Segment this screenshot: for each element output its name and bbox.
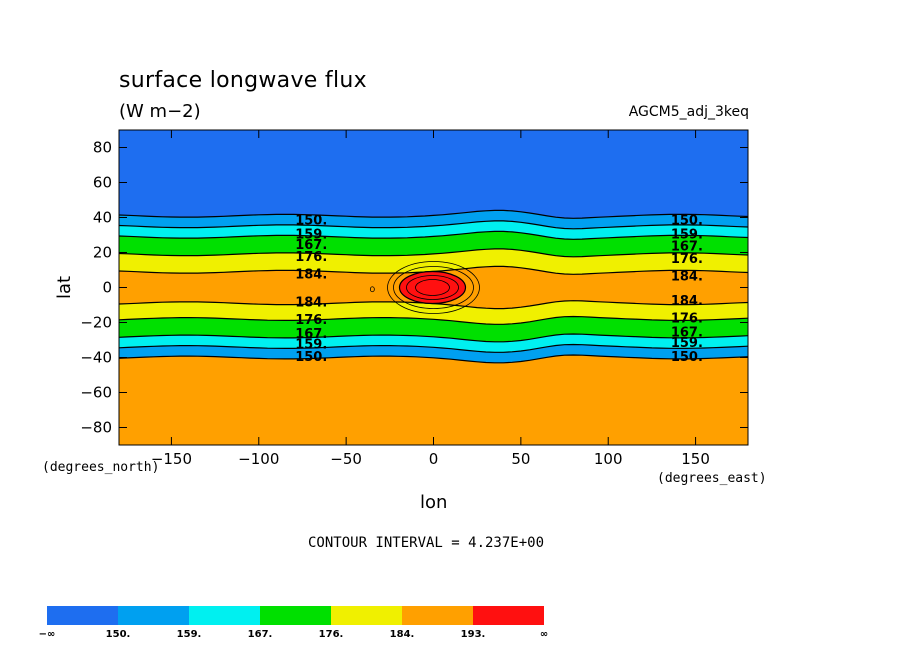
contour-label-16: 176. xyxy=(671,311,703,326)
y-tick-label-5: −20 xyxy=(80,314,112,332)
x-tick-label-4: 50 xyxy=(511,450,530,468)
hotspot-contour-core xyxy=(415,279,450,296)
contour-label-12: 167. xyxy=(671,240,703,255)
contour-line-5 xyxy=(119,354,748,364)
contour-label-2: 167. xyxy=(295,238,327,253)
colorbar-swatch-6 xyxy=(473,606,544,625)
contour-line-2 xyxy=(119,230,748,240)
contour-label-10: 150. xyxy=(671,213,703,228)
contour-label-4: 184. xyxy=(295,268,327,283)
contour-label-9: 150. xyxy=(295,350,327,365)
contour-label-15: 184. xyxy=(671,294,703,309)
contour-interval: CONTOUR INTERVAL = 4.237E+00 xyxy=(308,535,545,551)
contour-line-6 xyxy=(119,343,748,353)
colorbar-swatch-1 xyxy=(118,606,189,625)
y-tick-label-4: 0 xyxy=(102,279,112,297)
plot-area xyxy=(119,130,748,445)
contour-label-6: 176. xyxy=(295,313,327,328)
contour-label-0: 150. xyxy=(295,213,327,228)
chart-title: surface longwave flux xyxy=(119,68,367,93)
x-tick-label-6: 150 xyxy=(681,450,710,468)
contour-label-18: 159. xyxy=(671,336,703,351)
small-contour xyxy=(369,286,375,293)
contour-label-11: 159. xyxy=(671,227,703,242)
contour-line-3 xyxy=(119,248,748,258)
run-label: AGCM5_adj_3keq xyxy=(628,104,749,120)
colorbar-swatch-4 xyxy=(331,606,402,625)
colorbar-swatch-5 xyxy=(402,606,473,625)
contour-line-8 xyxy=(119,315,748,325)
colorbar-label-1: 150. xyxy=(106,629,131,640)
contour-label-5: 184. xyxy=(295,296,327,311)
contour-line-0 xyxy=(119,209,748,219)
contour-line-1 xyxy=(119,220,748,230)
contour-label-14: 184. xyxy=(671,269,703,284)
y-tick-label-3: 20 xyxy=(93,244,112,262)
contour-label-13: 176. xyxy=(671,252,703,267)
y-tick-label-0: 80 xyxy=(93,139,112,157)
hotspot-contour-inner xyxy=(406,275,459,300)
hotspot-contour-mid xyxy=(393,266,474,309)
hotspot-peak xyxy=(398,270,467,305)
x-tick-label-0: −150 xyxy=(151,450,192,468)
chart-units: (W m−2) xyxy=(119,101,201,122)
y-tick-label-7: −60 xyxy=(80,384,112,402)
colorbar-label-4: 176. xyxy=(319,629,344,640)
colorbar-label-7: ∞ xyxy=(540,629,548,640)
colorbar-swatch-3 xyxy=(260,606,331,625)
x-tick-label-1: −100 xyxy=(238,450,279,468)
x-tick-label-5: 100 xyxy=(594,450,623,468)
y-axis-label: lat xyxy=(54,276,75,299)
hotspot-contour-outer xyxy=(387,261,480,314)
contour-label-8: 159. xyxy=(295,338,327,353)
x-axis-label: lon xyxy=(420,492,448,513)
contour-label-3: 176. xyxy=(295,250,327,265)
y-tick-label-6: −40 xyxy=(80,349,112,367)
y-unit-note: (degrees_north) xyxy=(42,460,160,475)
colorbar-swatch-2 xyxy=(189,606,260,625)
colorbar-label-3: 167. xyxy=(248,629,273,640)
colorbar-label-2: 159. xyxy=(177,629,202,640)
colorbar-label-6: 193. xyxy=(461,629,486,640)
contour-label-17: 167. xyxy=(671,325,703,340)
x-tick-label-3: 0 xyxy=(429,450,439,468)
contour-label-19: 150. xyxy=(671,350,703,365)
contour-line-7 xyxy=(119,333,748,343)
x-tick-label-2: −50 xyxy=(330,450,362,468)
contour-label-7: 167. xyxy=(295,327,327,342)
y-tick-label-8: −80 xyxy=(80,419,112,437)
colorbar-label-0: −∞ xyxy=(39,629,56,640)
x-unit-note: (degrees_east) xyxy=(657,471,767,486)
colorbar-label-5: 184. xyxy=(390,629,415,640)
colorbar-swatch-0 xyxy=(47,606,118,625)
y-tick-label-1: 60 xyxy=(93,174,112,192)
y-tick-label-2: 40 xyxy=(93,209,112,227)
contour-label-1: 159. xyxy=(295,227,327,242)
